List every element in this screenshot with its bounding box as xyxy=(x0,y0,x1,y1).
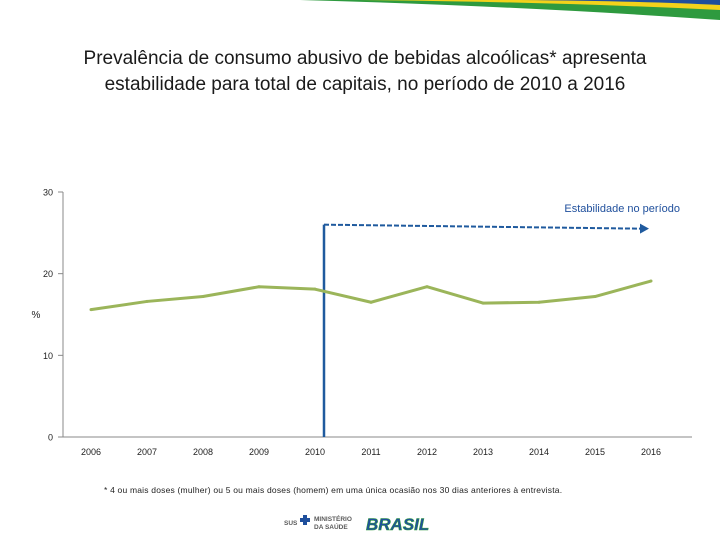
line-chart: 0 10 20 30 2006 2007 2008 2009 2010 2011 2012 2013… xyxy=(32,188,692,457)
y-tick-label: 20 xyxy=(43,269,53,279)
page-title: Prevalência de consumo abusivo de bebida… xyxy=(83,48,647,95)
y-axis-label: % xyxy=(32,310,41,321)
data-point xyxy=(593,295,597,299)
cross-icon xyxy=(300,515,310,525)
arrow-head-icon xyxy=(640,223,649,234)
band-yellow-stripe xyxy=(360,0,720,10)
x-tick-label: 2006 xyxy=(81,447,101,457)
sus-label: SUS xyxy=(284,520,298,527)
footer-logos: SUS MINISTÉRIO DA SAÚDE BRASIL xyxy=(284,514,430,534)
data-point xyxy=(145,299,149,303)
x-tick-label: 2013 xyxy=(473,447,493,457)
stability-arrow-line xyxy=(323,223,642,230)
brasil-logo: BRASIL xyxy=(366,515,429,534)
x-tick-label: 2011 xyxy=(361,447,380,457)
chart-axes xyxy=(62,192,692,438)
data-point xyxy=(481,301,485,305)
x-tick-label: 2008 xyxy=(193,447,213,457)
y-tick-label: 10 xyxy=(43,351,53,361)
y-tick-label: 0 xyxy=(48,433,53,443)
x-tick-label: 2015 xyxy=(585,447,605,457)
footnote: * 4 ou mais doses (mulher) ou 5 ou mais … xyxy=(104,485,563,495)
series-total-capitais xyxy=(89,279,653,312)
data-point xyxy=(201,295,205,299)
x-tick-label: 2007 xyxy=(137,447,157,457)
data-point xyxy=(369,300,373,304)
y-tick-label: 30 xyxy=(43,188,53,198)
ministry-line-2: DA SAÚDE xyxy=(314,522,348,531)
x-tick-label: 2016 xyxy=(641,447,661,457)
stability-annotation xyxy=(322,223,649,437)
x-tick-label: 2009 xyxy=(249,447,269,457)
data-point xyxy=(537,300,541,304)
data-point xyxy=(313,287,317,291)
y-axis-ticks: 0 10 20 30 xyxy=(43,188,63,443)
x-tick-label: 2010 xyxy=(305,447,325,457)
x-tick-label: 2012 xyxy=(417,447,437,457)
data-point xyxy=(89,308,93,312)
decorative-top-band xyxy=(0,0,720,28)
data-point xyxy=(257,285,261,289)
data-point xyxy=(425,285,429,289)
ministry-line-1: MINISTÉRIO xyxy=(314,514,352,523)
data-point xyxy=(649,279,653,283)
series-line xyxy=(90,279,652,312)
x-axis-ticks: 2006 2007 2008 2009 2010 2011 2012 2013 2014 2015… xyxy=(81,447,661,457)
annotation-label: Estabilidade no período xyxy=(564,203,680,215)
x-tick-label: 2014 xyxy=(529,447,549,457)
band-blue-stripe xyxy=(520,0,720,5)
